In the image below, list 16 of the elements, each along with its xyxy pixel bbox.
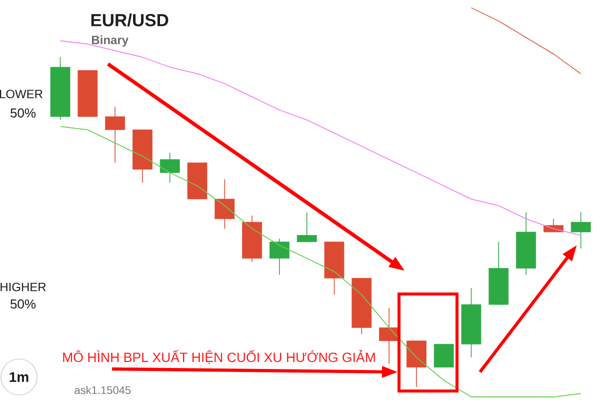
text: HIGHER bbox=[0, 282, 46, 292]
annotation: ask1.15045 bbox=[74, 386, 131, 394]
candlestick bbox=[214, 178, 235, 230]
candlestick bbox=[160, 152, 180, 183]
text: LOWER bbox=[0, 90, 42, 98]
chart-subtitle: Binary bbox=[92, 35, 128, 47]
candlestick bbox=[434, 344, 454, 368]
candlestick bbox=[570, 212, 591, 249]
candlestick bbox=[296, 212, 317, 242]
candlestick bbox=[270, 238, 290, 276]
text: 50% bbox=[10, 108, 36, 118]
annotation: MÔ HÌNH BPL XUẤT HIỆN CUỐI XU HƯỚNG GIẢM bbox=[63, 350, 375, 364]
text: 1m bbox=[10, 372, 28, 382]
candlestick bbox=[105, 106, 126, 164]
text: 50% bbox=[10, 299, 36, 309]
chart-title: EUR/USD bbox=[91, 13, 168, 27]
